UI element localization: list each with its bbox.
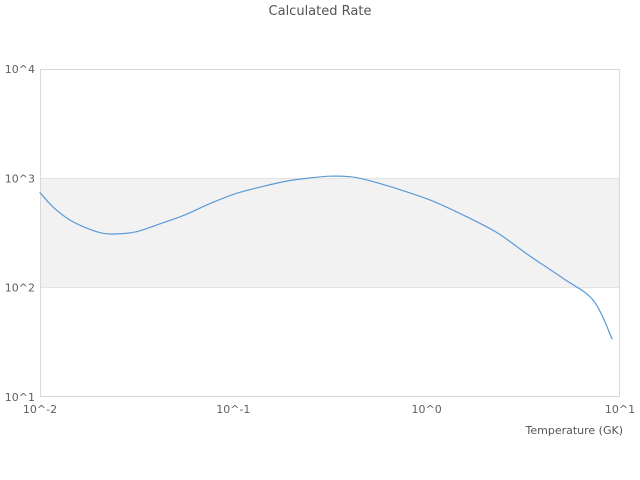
x-tick-label: 10^-1 — [216, 403, 250, 416]
chart-title: Calculated Rate — [268, 4, 372, 19]
y-tick-label: 10^1 — [5, 391, 35, 404]
rate-curve — [39, 175, 613, 340]
plot-border — [40, 69, 620, 397]
x-tick-label: 10^-2 — [23, 403, 57, 416]
highlight-band — [40, 178, 620, 288]
y-tick-label: 10^2 — [5, 282, 35, 295]
y-tick-label: 10^4 — [5, 63, 35, 76]
y-tick-label: 10^3 — [5, 172, 35, 185]
x-axis-title: Temperature (GK) — [525, 424, 624, 437]
x-tick-label: 10^1 — [605, 403, 635, 416]
x-tick-label: 10^0 — [412, 403, 442, 416]
